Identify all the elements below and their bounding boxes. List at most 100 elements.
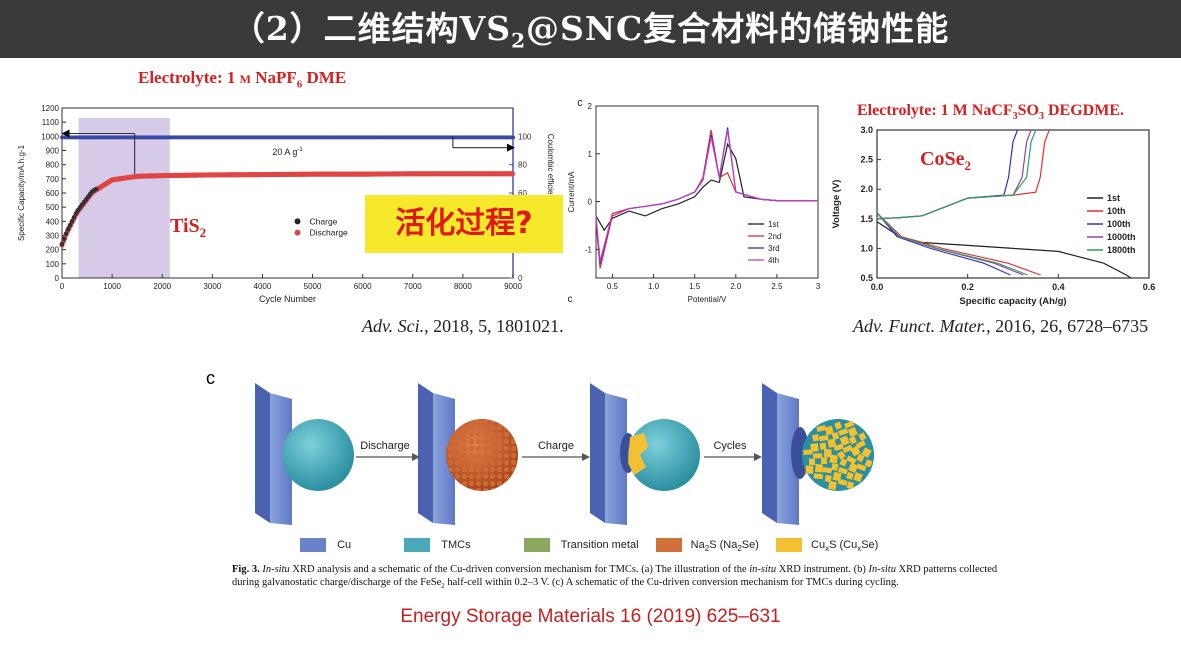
cuxs-flake bbox=[815, 463, 824, 473]
cuxs-flake bbox=[837, 466, 848, 475]
cuxs-flake bbox=[858, 432, 867, 441]
bottom-citation: Energy Storage Materials 16 (2019) 625–6… bbox=[400, 606, 781, 627]
cuxs-flake bbox=[823, 449, 832, 458]
cuxs-flake bbox=[861, 447, 872, 458]
x-tick-label-7000: 7000 bbox=[404, 282, 422, 291]
vc-x-tick-label-0.6: 0.6 bbox=[1143, 282, 1156, 292]
title-bar bbox=[0, 0, 1181, 58]
x-tick-label-1000: 1000 bbox=[103, 282, 121, 291]
rate-superscript: -1 bbox=[297, 147, 303, 153]
legend-label-discharge: Discharge bbox=[310, 228, 349, 238]
arrow-capacity-head bbox=[61, 129, 70, 138]
cuxs-flake bbox=[837, 478, 848, 486]
y-tick-label-600: 600 bbox=[46, 189, 60, 198]
cv-panel-letter: c bbox=[577, 100, 583, 109]
cv-x-tick-label-3: 3 bbox=[816, 282, 821, 291]
cv-y-tick-label--1: -1 bbox=[585, 245, 593, 254]
cuxs-flake bbox=[833, 443, 844, 451]
y-tick-label-0: 0 bbox=[55, 274, 60, 283]
legend-label-na2s: Na2S (Na2Se) bbox=[690, 538, 759, 554]
legend-label-cu: Cu bbox=[337, 538, 352, 551]
cuxs-flake bbox=[847, 426, 858, 438]
cv-line-3rd bbox=[595, 127, 818, 264]
cuxs-flake bbox=[827, 438, 837, 448]
vc-x-tick-label-0.0: 0.0 bbox=[871, 282, 884, 292]
legend-swatch-na2s bbox=[655, 538, 682, 552]
cuxs-flake bbox=[848, 436, 857, 445]
cv-y-tick-label-0: 0 bbox=[588, 198, 593, 207]
cuxs-flake bbox=[810, 443, 819, 452]
stage-pristine bbox=[255, 383, 354, 525]
vc-y-tick-label-2.0: 2.0 bbox=[860, 184, 873, 194]
vc-charge-line-1000th bbox=[876, 129, 1032, 220]
y-tick-label-700: 700 bbox=[46, 175, 60, 184]
vc-x-tick-label-0.4: 0.4 bbox=[1052, 282, 1065, 292]
cv-plot-frame bbox=[595, 105, 819, 279]
cv-line-4th bbox=[595, 129, 818, 262]
vc-charge-line-1800th bbox=[876, 129, 1037, 220]
cuxs-flake bbox=[822, 467, 833, 474]
arrow-label-discharge: Discharge bbox=[360, 440, 410, 452]
charge-point bbox=[71, 215, 77, 220]
stage-cycled bbox=[762, 383, 874, 525]
cuxs-flake bbox=[831, 463, 839, 471]
vc-x-tick-label-0.2: 0.2 bbox=[961, 282, 974, 292]
y-tick-label-100: 100 bbox=[46, 260, 60, 269]
activation-callout-text: 活化过程? bbox=[395, 206, 533, 241]
cv-chart: c 0.5 1.0 1.5 2.0 2.5 3 -1 0 1 2 Potential/V Current… bbox=[567, 100, 821, 305]
y-tick-label-300: 300 bbox=[46, 232, 60, 241]
right-citation: Adv. Funct. Mater., 2016, 26, 6728–6735 bbox=[853, 316, 1149, 336]
cuxs-flake bbox=[832, 471, 842, 482]
ce-point bbox=[511, 135, 515, 140]
rate-label: 20 A g-1 bbox=[272, 147, 303, 157]
arrow-efficiency-head bbox=[506, 143, 515, 152]
cv-footer-letter: c bbox=[568, 294, 573, 305]
charge-point bbox=[67, 223, 73, 228]
legend-label-transition-metal: Transition metal bbox=[560, 538, 639, 551]
vc-y-tick-label-0.5: 0.5 bbox=[860, 273, 873, 283]
cuxs-flake bbox=[855, 440, 866, 449]
vc-legend-label-1800th: 1800th bbox=[1107, 245, 1136, 255]
cuxs-flake bbox=[834, 421, 842, 430]
cuxs-flake bbox=[803, 449, 813, 456]
legend-swatch-cuxs bbox=[775, 538, 802, 552]
cuxs-flake bbox=[856, 453, 865, 463]
cv-legend-label-1st: 1st bbox=[768, 220, 779, 229]
cuxs-flake bbox=[831, 432, 840, 440]
arrows: Discharge Charge Cycles bbox=[356, 440, 762, 461]
cuxs-flake bbox=[816, 425, 827, 432]
cuxs-flake bbox=[846, 481, 855, 490]
legend-label-tmcs: TMCs bbox=[441, 538, 471, 551]
left-electrolyte-label: Electrolyte: 1 M NaPF6 DME bbox=[138, 68, 347, 91]
charge-point bbox=[73, 211, 79, 216]
cv-x-tick-label-1.5: 1.5 bbox=[689, 282, 701, 291]
slide-title: （2）二维结构VS2@SNC复合材料的储钠性能 bbox=[231, 9, 950, 53]
cv-x-tick-label-2.0: 2.0 bbox=[730, 282, 742, 291]
y-axis-label: Specific Capacity/mA.h.g-1 bbox=[17, 144, 26, 241]
cuxs-flake bbox=[856, 463, 867, 472]
cv-x-axis-label: Potential/V bbox=[688, 295, 727, 304]
cv-legend-label-3rd: 3rd bbox=[768, 244, 780, 253]
cv-legend-label-2nd: 2nd bbox=[768, 232, 781, 241]
legend-label-charge: Charge bbox=[310, 216, 338, 226]
y-tick-label-400: 400 bbox=[46, 217, 60, 226]
legend-swatch-cu bbox=[300, 538, 326, 552]
vc-y-tick-label-1.5: 1.5 bbox=[860, 214, 873, 224]
cuxs-flake bbox=[837, 450, 846, 460]
vc-legend-label-100th: 100th bbox=[1107, 219, 1131, 229]
charge-point bbox=[59, 241, 65, 247]
legend-marker-discharge bbox=[294, 229, 301, 236]
cv-y-tick-label-1: 1 bbox=[588, 150, 593, 159]
charge-point bbox=[63, 231, 69, 237]
cuxs-flake bbox=[813, 453, 823, 459]
cu-conversion-schematic: Discharge Charge Cycles bbox=[255, 383, 874, 525]
y-tick-label-500: 500 bbox=[46, 203, 60, 212]
x-tick-label-5000: 5000 bbox=[304, 282, 322, 291]
legend-label-cuxs: CuxS (CuxSe) bbox=[811, 538, 879, 554]
x-tick-label-4000: 4000 bbox=[254, 282, 272, 291]
stage-discharged bbox=[418, 383, 518, 525]
y-tick-label-200: 200 bbox=[46, 246, 60, 255]
y2-tick-label-60: 60 bbox=[518, 189, 527, 198]
cv-x-tick-label-1.0: 1.0 bbox=[648, 282, 660, 291]
vc-discharge-line-100th bbox=[876, 212, 1011, 276]
